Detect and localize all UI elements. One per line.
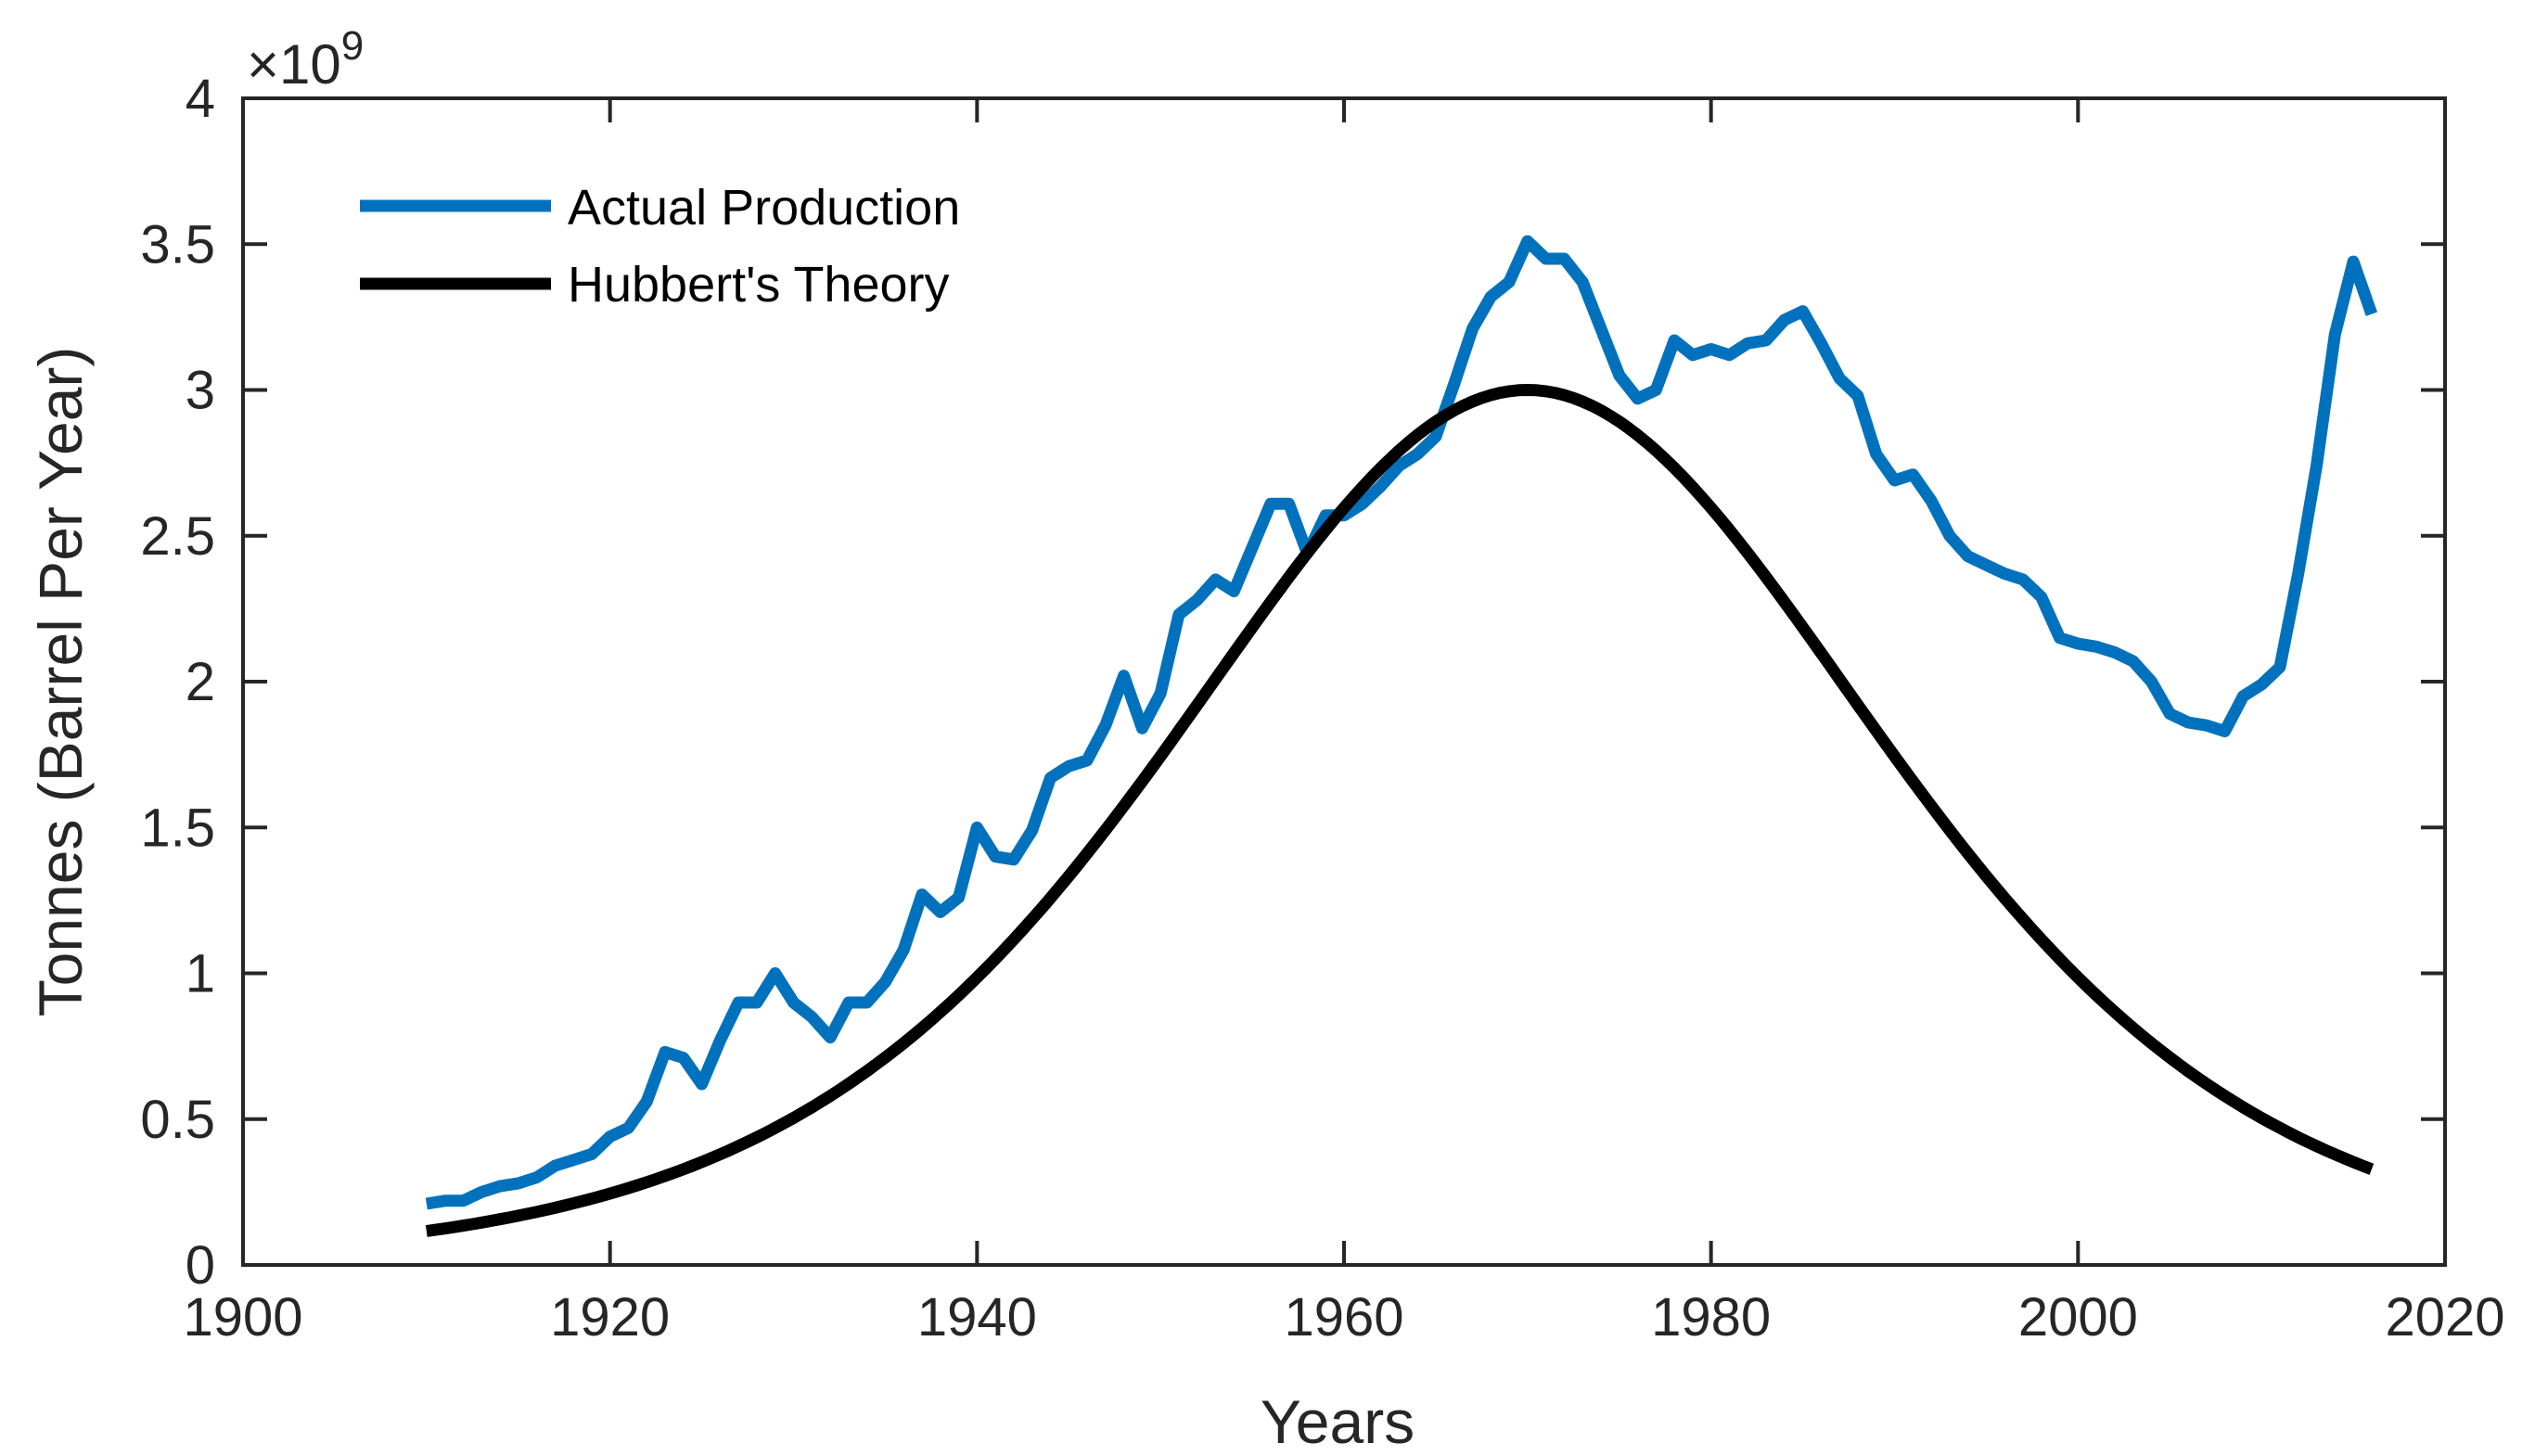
series-line-actual-production — [425, 235, 2378, 1210]
legend-label-hubberts-theory: Hubbert's Theory — [568, 257, 950, 313]
y-tick-label: 0.5 — [140, 1090, 215, 1150]
y-tick-label: 4 — [186, 69, 215, 129]
y-tick-label: 3 — [186, 361, 215, 421]
x-tick-label: 1940 — [917, 1287, 1037, 1347]
x-tick-label: 1960 — [1284, 1287, 1403, 1347]
series-line-hubbert-s-theory — [425, 384, 2375, 1237]
x-axis: 1900 1920 1940 1960 1980 2000 2020 — [183, 98, 2505, 1347]
y-tick-label: 2 — [186, 652, 215, 712]
y-axis-title: Tonnes (Barrel Per Year) — [26, 347, 95, 1017]
y-tick-label: 1 — [186, 944, 215, 1004]
y-tick-label: 3.5 — [140, 214, 215, 275]
y-axis: 0 0.5 1 1.5 2 2.5 3 3.5 4 — [140, 69, 2445, 1296]
multiplier-exponent: 9 — [341, 23, 364, 69]
x-tick-label: 1920 — [550, 1287, 670, 1347]
multiplier-prefix: ×10 — [247, 33, 341, 96]
y-tick-label: 0 — [186, 1235, 215, 1296]
legend-label-actual-production: Actual Production — [568, 180, 960, 236]
y-tick-label: 2.5 — [140, 506, 215, 567]
series-layer — [425, 235, 2378, 1237]
x-tick-label: 1900 — [183, 1287, 302, 1347]
y-axis-multiplier: ×109 — [247, 23, 364, 96]
legend: Actual Production Hubbert's Theory — [360, 180, 960, 313]
x-tick-label: 1980 — [1651, 1287, 1771, 1347]
x-tick-label: 2020 — [2385, 1287, 2504, 1347]
y-tick-label: 1.5 — [140, 798, 215, 858]
x-tick-label: 2000 — [2018, 1287, 2138, 1347]
x-axis-title: Years — [1261, 1387, 1415, 1456]
